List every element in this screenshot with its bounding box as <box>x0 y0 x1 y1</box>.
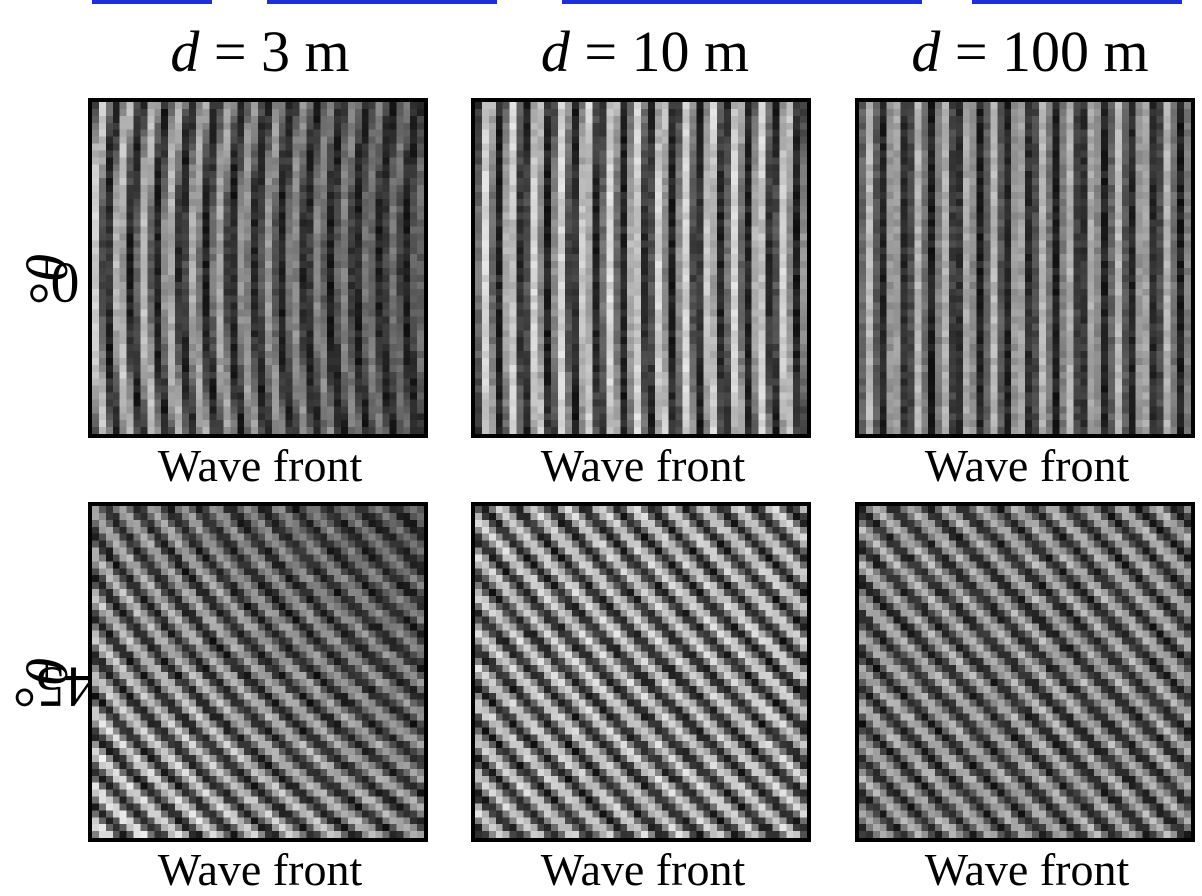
caption-wave-front: Wave front <box>924 440 1130 491</box>
caption-wave-front: Wave front <box>540 440 746 491</box>
caption-wave-front: Wave front <box>157 440 363 491</box>
column-header-d10: d = 10 m <box>540 19 750 84</box>
wavefront-panel-theta45-d10 <box>471 502 811 842</box>
top-rule <box>92 0 1182 6</box>
column-header-d100: d = 100 m <box>911 19 1149 84</box>
caption-wave-front: Wave front <box>540 844 746 895</box>
wavefront-panel-theta45-d100 <box>855 502 1195 842</box>
wavefront-panel-theta0-d100 <box>855 98 1195 438</box>
wavefront-panel-theta0-d3 <box>88 98 428 438</box>
caption-wave-front: Wave front <box>157 844 363 895</box>
wavefront-panel-theta0-d10 <box>471 98 811 438</box>
column-header-d3: d = 3 m <box>170 19 350 84</box>
wavefront-panel-theta45-d3 <box>88 502 428 842</box>
caption-wave-front: Wave front <box>924 844 1130 895</box>
